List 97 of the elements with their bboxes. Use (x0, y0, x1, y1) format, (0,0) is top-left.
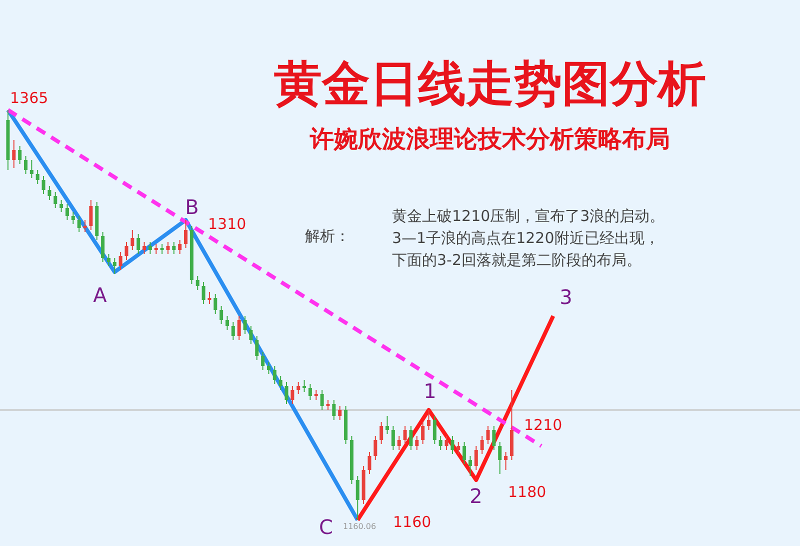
candlestick (456, 442, 460, 454)
candlestick (314, 390, 318, 400)
candlestick (438, 436, 442, 450)
candlestick (118, 252, 122, 270)
candlestick (136, 234, 140, 254)
candlestick (409, 426, 413, 450)
candlestick (83, 220, 87, 232)
annotation: B (185, 195, 199, 219)
candlestick (36, 170, 40, 184)
candlestick (154, 244, 158, 254)
candlestick (231, 322, 235, 340)
annotation: 1180 (508, 483, 546, 501)
annotation: 1310 (208, 215, 246, 233)
candlestick (480, 436, 484, 454)
annotation: 黄金上破1210压制，宣布了3浪的启动。 (392, 207, 665, 225)
candlestick (101, 232, 105, 262)
candlestick (48, 186, 52, 200)
candlestick (243, 316, 247, 334)
candlestick (432, 416, 436, 444)
candlestick (374, 436, 378, 460)
candlestick (60, 200, 64, 212)
text: 黄金日线走势图分析 (274, 56, 706, 112)
candlestick (202, 282, 206, 304)
candlestick (296, 382, 300, 394)
annotation: 2 (470, 484, 482, 508)
text: 许婉欣波浪理论技术分析策略布局 (309, 124, 670, 153)
annotation: C (319, 515, 333, 539)
candlestick (30, 160, 34, 178)
candlestick (415, 436, 419, 450)
candlestick (54, 192, 58, 208)
candlestick (18, 146, 22, 164)
annotation: 3—1子浪的高点在1220附近已经出现， (392, 229, 660, 247)
candlestick (308, 384, 312, 400)
candlestick (468, 456, 472, 476)
annotation: 1160.06 (343, 522, 376, 531)
candlestick (77, 216, 81, 232)
annotation: 下面的3-2回落就是第二阶段的布局。 (392, 251, 642, 269)
candlestick (492, 426, 496, 450)
candlestick (71, 212, 75, 224)
candlestick (220, 306, 224, 324)
annotation: 1160 (393, 513, 432, 531)
candlestick (172, 242, 176, 254)
candlestick (504, 452, 508, 470)
candlestick (462, 442, 466, 464)
candlestick (338, 406, 342, 420)
annotation: 1365 (10, 89, 48, 107)
candlestick (160, 244, 164, 254)
candlestick (12, 140, 16, 168)
candlestick (278, 376, 282, 390)
candlestick (178, 240, 182, 254)
candlestick (24, 156, 28, 174)
candlestick (249, 326, 253, 344)
candlestick (214, 294, 218, 314)
candlestick (42, 176, 46, 194)
candlestick (261, 352, 265, 370)
candlestick (421, 422, 425, 444)
candlestick (386, 416, 390, 434)
candlestick (302, 380, 306, 392)
candlestick (142, 242, 146, 254)
candlestick (332, 400, 336, 420)
candlestick (326, 400, 330, 410)
candlestick (196, 276, 200, 290)
candlestick (166, 242, 170, 254)
candlestick (320, 390, 324, 410)
candlestick (272, 366, 276, 384)
annotation: A (93, 283, 108, 307)
candlestick (356, 476, 360, 520)
candlestick (284, 382, 288, 404)
candlestick (426, 410, 430, 430)
candlestick (112, 258, 116, 274)
candlestick (486, 426, 490, 444)
annotation: 1 (424, 379, 436, 403)
candlestick (444, 436, 448, 450)
candlestick (397, 436, 401, 450)
candlestick (89, 200, 93, 230)
candlestick (498, 442, 502, 474)
candlestick (255, 336, 259, 360)
candlestick (290, 386, 294, 404)
candlestick (106, 254, 110, 266)
candlestick (184, 220, 188, 248)
candlestick (391, 426, 395, 450)
annotation: 解析： (305, 227, 350, 245)
candlestick (474, 446, 478, 470)
candlestick (450, 436, 454, 454)
candlestick (148, 242, 152, 254)
candlestick (65, 204, 69, 220)
candlestick (266, 362, 270, 374)
annotation: 1210 (524, 416, 562, 434)
candlestick (380, 422, 384, 444)
candlestick (237, 316, 241, 340)
candlestick (130, 230, 134, 250)
candlestick (368, 452, 372, 474)
candlestick (124, 242, 128, 260)
candlestick (208, 292, 212, 304)
candlestick (403, 426, 407, 444)
text: 3 (560, 285, 572, 309)
candlestick (225, 316, 229, 330)
